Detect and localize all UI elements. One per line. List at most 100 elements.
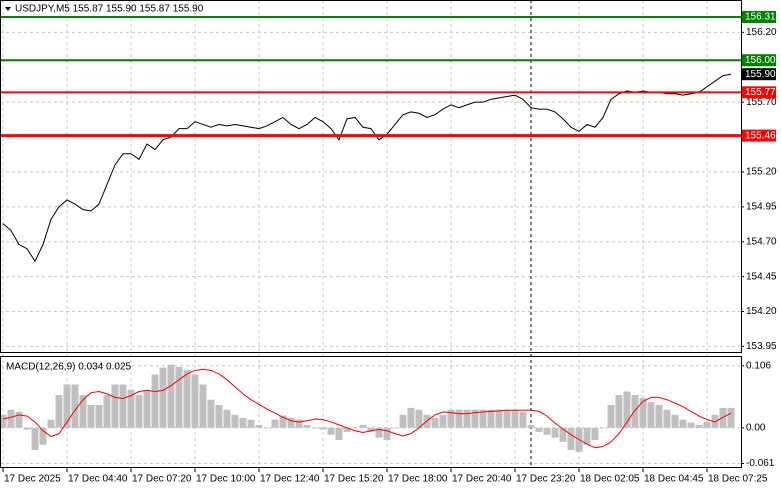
macd-bar <box>287 417 295 428</box>
x-tick-label: 17 Dec 2025 <box>4 474 61 485</box>
macd-bar <box>495 409 503 428</box>
macd-bar <box>199 384 207 428</box>
macd-bar <box>159 367 167 428</box>
macd-bar <box>63 384 71 428</box>
macd-bar <box>87 404 95 428</box>
price-panel-frame <box>0 0 742 353</box>
macd-bar <box>727 407 735 428</box>
macd-bar <box>607 404 615 428</box>
macd-bar <box>295 419 303 428</box>
macd-bar <box>719 407 727 428</box>
macd-bar <box>327 427 335 435</box>
macd-bar <box>7 409 15 428</box>
macd-bar <box>223 409 231 428</box>
level-label: 156.31 <box>745 12 776 23</box>
macd-bar <box>527 424 535 428</box>
macd-bar <box>111 384 119 428</box>
macd-bar <box>247 419 255 428</box>
macd-bar <box>351 427 359 429</box>
macd-bar <box>535 427 543 432</box>
x-tick-label: 17 Dec 12:40 <box>260 474 320 485</box>
macd-bar <box>375 427 383 438</box>
macd-bar <box>431 417 439 428</box>
macd-bar <box>39 427 47 445</box>
macd-bar <box>655 404 663 428</box>
y-tick-label: 155.70 <box>746 97 777 108</box>
price-line <box>2 73 732 263</box>
level-label-box <box>742 54 776 67</box>
macd-bar <box>559 427 567 442</box>
macd-bar <box>31 427 39 451</box>
macd-bar <box>551 427 559 438</box>
signal-line <box>2 368 732 449</box>
macd-bar <box>487 409 495 428</box>
macd-bar <box>471 409 479 428</box>
macd-bar <box>439 414 447 428</box>
macd-bar <box>519 412 527 428</box>
macd-bar <box>95 404 103 428</box>
macd-bar <box>671 414 679 428</box>
x-tick-label: 17 Dec 18:00 <box>388 474 448 485</box>
x-tick-label: 17 Dec 10:00 <box>196 474 256 485</box>
macd-bar <box>135 395 143 428</box>
macd-bar <box>615 395 623 428</box>
macd-bar <box>311 427 319 429</box>
macd-bar <box>679 419 687 428</box>
y-tick-label: 155.20 <box>746 167 777 178</box>
macd-bar <box>711 414 719 428</box>
macd-bar <box>623 391 631 428</box>
macd-bar <box>599 427 607 429</box>
macd-bar <box>359 424 367 428</box>
macd-bar <box>15 412 23 428</box>
macd-bar <box>687 422 695 428</box>
macd-bar <box>447 409 455 428</box>
macd-bar <box>103 395 111 428</box>
macd-panel-frame <box>0 356 742 468</box>
macd-bar <box>455 409 463 428</box>
x-tick-label: 17 Dec 23:20 <box>516 474 576 485</box>
macd-bar <box>71 384 79 428</box>
macd-bar <box>335 427 343 441</box>
macd-bar <box>175 366 183 428</box>
x-tick-label: 17 Dec 07:20 <box>132 474 192 485</box>
macd-bar <box>583 427 591 445</box>
label-layer: 156.20 155.70 155.20 154.95 154.70 154.45 154.… <box>2 10 777 485</box>
macd-bar <box>639 397 647 428</box>
macd-bar <box>231 414 239 428</box>
y-tick-label: 153.95 <box>746 341 777 352</box>
y-tick-label: 154.95 <box>746 201 777 212</box>
y-tick-label: 0.106 <box>746 360 771 371</box>
level-label-box <box>742 86 776 99</box>
macd-bar <box>415 409 423 428</box>
x-tick-label: 17 Dec 04:40 <box>68 474 128 485</box>
data-layer <box>0 15 741 452</box>
current-price-box <box>742 68 776 81</box>
level-label-box <box>742 10 776 23</box>
macd-bar <box>215 404 223 428</box>
macd-bar <box>263 427 271 429</box>
macd-bar <box>591 427 599 441</box>
macd-bar <box>503 409 511 428</box>
macd-bar <box>407 407 415 428</box>
y-tick-label: 154.45 <box>746 271 777 282</box>
macd-bar <box>167 364 175 428</box>
macd-bar <box>119 384 127 428</box>
macd-bar <box>255 424 263 428</box>
macd-bar <box>55 395 63 428</box>
macd-bar <box>47 419 55 428</box>
y-tick-label: 154.70 <box>746 236 777 247</box>
macd-bar <box>151 374 159 428</box>
macd-bar <box>0 414 7 428</box>
macd-bar <box>647 402 655 428</box>
macd-bar <box>239 417 247 428</box>
macd-bar <box>479 409 487 428</box>
symbol-menu-icon[interactable] <box>5 7 11 11</box>
macd-bar <box>463 409 471 428</box>
macd-bar <box>191 374 199 428</box>
macd-bar <box>319 427 327 430</box>
macd-bar <box>79 395 87 428</box>
macd-bar <box>695 424 703 428</box>
macd-bar <box>383 427 391 441</box>
x-tick-label: 17 Dec 15:20 <box>324 474 384 485</box>
